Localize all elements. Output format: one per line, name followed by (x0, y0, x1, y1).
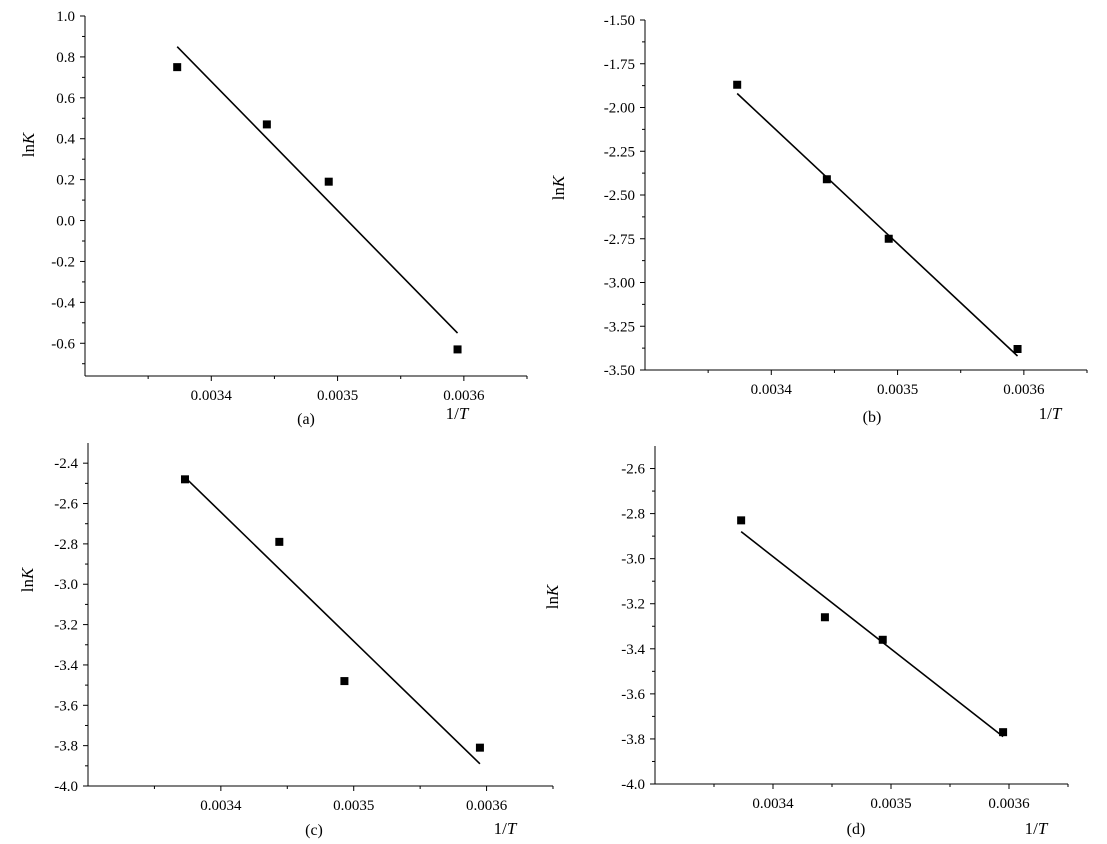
y-tick-label: -4.0 (54, 779, 78, 795)
y-tick-label: -3.25 (604, 319, 635, 335)
data-point (173, 63, 182, 72)
y-tick-label: 0.6 (56, 91, 75, 107)
y-tick-label: -2.00 (604, 101, 635, 117)
y-tick-label: -3.8 (621, 732, 645, 748)
x-tick-label: 0.0035 (870, 796, 911, 812)
x-axis-title: 1/T (494, 819, 518, 838)
fit-line (736, 92, 1019, 357)
data-point (822, 175, 831, 184)
fit-line (740, 530, 1004, 738)
y-tick-label: -2.6 (621, 462, 645, 478)
x-tick-label: 0.0035 (317, 388, 358, 404)
y-tick-label: -2.6 (54, 497, 78, 513)
data-point (475, 743, 484, 752)
y-tick-label: -4.0 (621, 777, 645, 793)
y-tick-label: -3.2 (54, 618, 78, 634)
y-tick-label: -2.25 (604, 144, 635, 160)
x-axis-title: 1/T (446, 404, 470, 423)
fit-line (176, 46, 459, 334)
y-tick-label: -1.75 (604, 57, 635, 73)
x-tick-label: 0.0036 (988, 796, 1030, 812)
y-tick-label: -3.8 (54, 739, 78, 755)
data-point (733, 80, 742, 89)
y-tick-label: 1.0 (56, 9, 75, 25)
y-tick-label: -3.50 (604, 363, 635, 379)
panel-caption: (a) (297, 411, 315, 428)
data-point (180, 475, 189, 484)
y-tick-label: -0.2 (51, 254, 75, 270)
data-point (884, 234, 893, 243)
data-point (999, 728, 1008, 737)
data-point (324, 177, 333, 186)
x-tick-label: 0.0036 (1003, 382, 1045, 398)
y-tick-label: 0.4 (56, 132, 75, 148)
x-tick-label: 0.0035 (877, 382, 918, 398)
y-tick-label: -3.6 (621, 687, 645, 703)
y-tick-label: -2.75 (604, 232, 635, 248)
data-point (453, 345, 462, 354)
data-point (340, 677, 349, 686)
y-tick-label: -2.8 (54, 537, 78, 553)
x-tick-label: 0.0035 (333, 798, 374, 814)
panel-caption: (d) (847, 821, 866, 838)
y-tick-label: -2.4 (54, 456, 78, 472)
y-tick-label: -0.6 (51, 336, 75, 352)
panel-b: -1.50 -1.75 -2.00 -2.25 -2.50 -2.75 -3.00 -3.25… (549, 13, 1088, 426)
data-point (820, 613, 829, 622)
y-tick-label: -0.4 (51, 295, 75, 311)
y-tick-label: -3.2 (621, 597, 645, 613)
y-tick-label: 0.2 (56, 173, 75, 189)
x-tick-label: 0.0034 (751, 382, 793, 398)
y-tick-label: -1.50 (604, 13, 635, 29)
x-axis-title: 1/T (1039, 404, 1063, 423)
y-axis-title: lnK (549, 174, 568, 200)
y-tick-label: -3.4 (621, 642, 645, 658)
y-tick-label: -3.6 (54, 698, 78, 714)
y-axis-title: lnK (543, 583, 562, 609)
y-tick-label: -3.00 (604, 276, 635, 292)
data-point (878, 635, 887, 644)
y-tick-label: -3.0 (54, 577, 78, 593)
y-axis-title: lnK (18, 566, 37, 592)
data-point (1013, 345, 1022, 353)
data-point (275, 537, 284, 546)
x-tick-label: 0.0034 (200, 798, 242, 814)
y-tick-label: -3.4 (54, 658, 78, 674)
panel-c: -2.4 -2.6 -2.8 -3.0 -3.2 -3.4 -3.6 -3.8 -4.0 0.00… (18, 443, 554, 839)
y-tick-label: -2.50 (604, 188, 635, 204)
x-tick-label: 0.0036 (443, 388, 485, 404)
y-tick-label: 0.8 (56, 50, 75, 66)
panel-caption: (b) (863, 409, 882, 426)
y-tick-label: -3.0 (621, 552, 645, 568)
data-point (262, 120, 271, 129)
x-tick-label: 0.0036 (466, 798, 508, 814)
panel-caption: (c) (305, 822, 323, 839)
x-tick-label: 0.0034 (752, 796, 794, 812)
y-axis-title: lnK (19, 131, 38, 157)
y-tick-label: -2.8 (621, 507, 645, 523)
x-axis-title: 1/T (1025, 819, 1049, 838)
y-tick-label: 0.0 (56, 214, 75, 230)
fit-line (184, 476, 481, 765)
data-point (737, 516, 746, 525)
panel-a: 1.0 0.8 0.6 0.4 0.2 0.0 -0.2 -0.4 -0.6 0.0034 0.00… (19, 9, 528, 428)
panel-d: -2.6 -2.8 -3.0 -3.2 -3.4 -3.6 -3.8 -4.0 0.0034 0.… (543, 446, 1069, 838)
x-tick-label: 0.0034 (191, 388, 233, 404)
